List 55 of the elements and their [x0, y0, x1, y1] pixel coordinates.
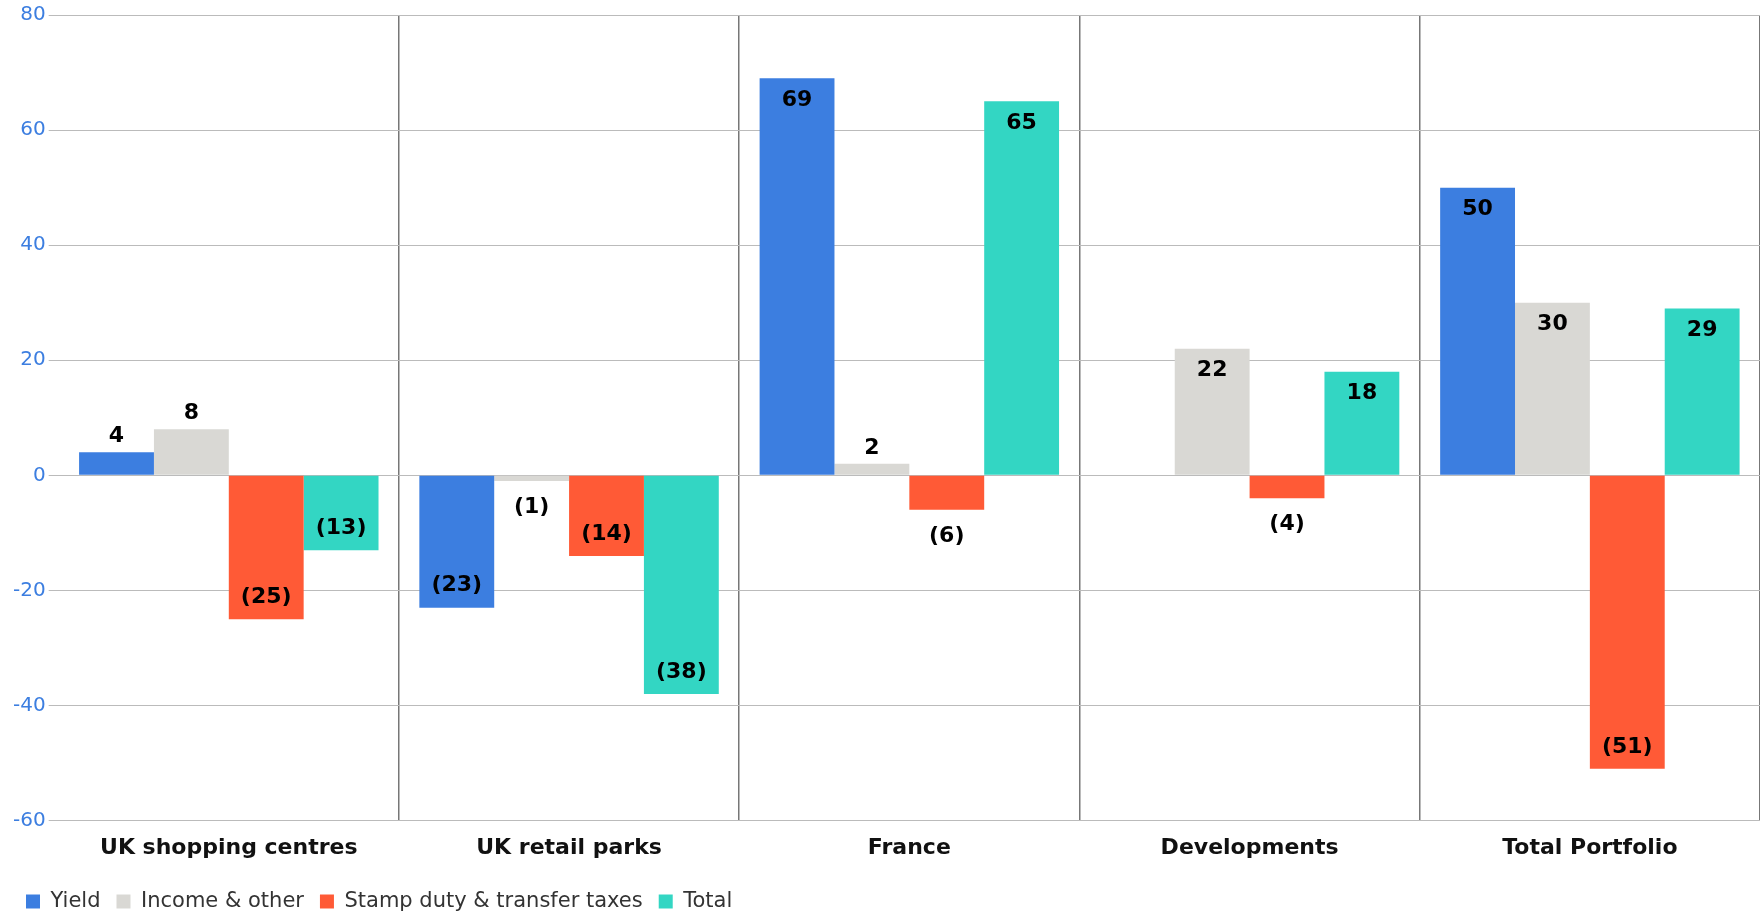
- bar: [1249, 475, 1325, 499]
- y-tick-label: 60: [20, 116, 46, 141]
- x-tick-label: UK shopping centres: [100, 833, 358, 859]
- y-tick-label: -60: [12, 806, 46, 831]
- data-label: 8: [183, 399, 200, 425]
- data-label: (6): [929, 521, 965, 547]
- legend-label: Total: [682, 887, 733, 912]
- bar: [494, 475, 570, 482]
- x-tick-label: Developments: [1160, 833, 1339, 859]
- bar: [1440, 187, 1516, 475]
- data-label: (25): [240, 582, 292, 608]
- legend-label: Stamp duty & transfer taxes: [344, 887, 643, 912]
- bar: [153, 429, 229, 475]
- data-label: 30: [1537, 310, 1568, 336]
- data-label: 22: [1196, 356, 1228, 382]
- x-tick-label: UK retail parks: [476, 833, 662, 859]
- data-label: 29: [1686, 316, 1718, 342]
- bar: [303, 475, 379, 551]
- data-label: 50: [1462, 195, 1493, 221]
- x-tick-label: France: [867, 833, 951, 859]
- data-label: (13): [315, 513, 367, 539]
- bar: [909, 475, 985, 510]
- bar: [1324, 371, 1400, 475]
- y-tick-label: -20: [12, 576, 46, 601]
- bar: [228, 475, 304, 620]
- bar: [1664, 308, 1740, 475]
- data-label: (4): [1269, 510, 1305, 536]
- data-label: (14): [581, 519, 632, 545]
- data-label: 4: [108, 422, 125, 448]
- bar: [1174, 348, 1250, 475]
- data-label: 69: [781, 86, 813, 112]
- data-label: (51): [1601, 732, 1653, 758]
- bar: [984, 101, 1060, 475]
- bar: [834, 463, 910, 475]
- data-label: (1): [513, 492, 550, 518]
- data-label: 65: [1006, 109, 1037, 135]
- bar: [1515, 302, 1590, 475]
- data-label: (23): [431, 571, 483, 597]
- data-label: 18: [1346, 379, 1378, 405]
- y-tick-label: 80: [20, 1, 46, 26]
- bar: [79, 452, 154, 475]
- bar: [643, 475, 719, 695]
- y-tick-label: 0: [32, 461, 46, 486]
- bar: [569, 475, 644, 556]
- legend-label: Yield: [49, 887, 101, 912]
- x-tick-label: Total Portfolio: [1502, 833, 1678, 859]
- bar: [759, 78, 835, 475]
- data-label: 2: [864, 433, 880, 459]
- y-tick-label: -40: [12, 691, 46, 716]
- bar: [1589, 475, 1665, 769]
- y-tick-label: 20: [20, 346, 46, 371]
- y-tick-label: 40: [20, 231, 46, 256]
- data-label: (38): [655, 657, 707, 683]
- bar: [419, 475, 495, 608]
- legend-label: Income & other: [141, 887, 305, 912]
